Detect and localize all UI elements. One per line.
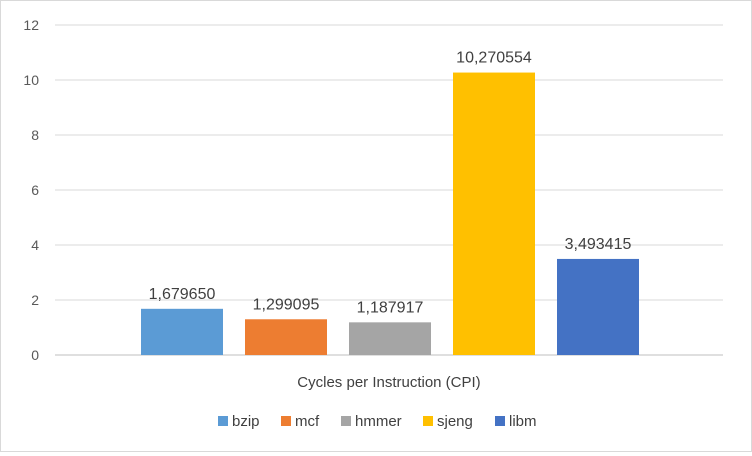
y-tick-label: 2 <box>31 292 39 308</box>
bar-bzip <box>141 308 223 355</box>
y-tick-label: 12 <box>23 17 39 33</box>
legend-label-sjeng: sjeng <box>437 413 473 430</box>
data-label-libm: 3,493415 <box>565 236 632 253</box>
y-tick-label: 4 <box>31 237 39 253</box>
data-label-mcf: 1,299095 <box>253 296 320 313</box>
data-label-bzip: 1,679650 <box>149 286 216 303</box>
y-tick-label: 10 <box>23 72 39 88</box>
legend-swatch-hmmer <box>341 416 351 426</box>
y-tick-label: 0 <box>31 347 39 363</box>
bar-hmmer <box>349 322 431 355</box>
data-label-hmmer: 1,187917 <box>357 299 424 316</box>
legend-swatch-bzip <box>218 416 228 426</box>
data-label-sjeng: 10,270554 <box>456 50 532 67</box>
y-axis-ticks: 0 2 4 6 8 10 12 <box>23 17 39 363</box>
legend-swatch-sjeng <box>423 416 433 426</box>
data-labels: 1,679650 1,299095 1,187917 10,270554 3,49341… <box>149 50 632 317</box>
legend-swatch-mcf <box>281 416 291 426</box>
legend-label-bzip: bzip <box>232 413 260 430</box>
y-tick-label: 6 <box>31 182 39 198</box>
gridlines <box>55 24 723 356</box>
bar-mcf <box>245 319 327 355</box>
x-axis-label: Cycles per Instruction (CPI) <box>297 374 480 391</box>
legend-swatch-libm <box>495 416 505 426</box>
legend-label-mcf: mcf <box>295 413 320 430</box>
legend-label-libm: libm <box>509 413 537 430</box>
bar-sjeng <box>453 72 535 356</box>
legend: bzip mcf hmmer sjeng libm <box>218 413 537 430</box>
y-tick-label: 8 <box>31 127 39 143</box>
legend-label-hmmer: hmmer <box>355 413 402 430</box>
bars <box>141 72 639 356</box>
bar-libm <box>557 258 639 355</box>
